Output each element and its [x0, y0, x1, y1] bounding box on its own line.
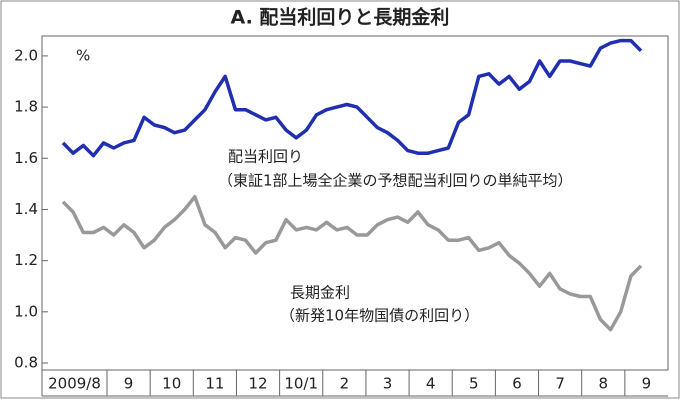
x-tick-label: 9	[124, 375, 134, 393]
series-note: （新発10年物国債の利回り）	[280, 307, 479, 325]
series-line	[61, 194, 643, 332]
y-tick-label: 2.0	[14, 46, 38, 64]
x-tick-label: 9	[642, 375, 652, 393]
x-tick-label: 3	[383, 375, 393, 393]
x-tick-label: 10/1	[284, 375, 318, 393]
x-tick-label: 10	[162, 375, 181, 393]
series-label: 長期金利	[290, 284, 350, 302]
y-tick-label: 1.8	[14, 98, 38, 116]
y-tick-label: 1.0	[14, 302, 38, 320]
series-line	[61, 38, 643, 158]
x-tick-label: 5	[469, 375, 479, 393]
x-tick-label: 2	[340, 375, 350, 393]
y-tick-label: 1.4	[14, 200, 38, 218]
chart-title: A. 配当利回りと長期金利	[231, 6, 450, 29]
series-label: 配当利回り	[228, 148, 303, 166]
x-tick-label: 12	[248, 375, 267, 393]
x-tick-label: 2009/8	[48, 375, 101, 393]
y-tick-label: 1.2	[14, 251, 38, 269]
series-note: （東証1部上場全企業の予想配当利回りの単純平均）	[218, 172, 573, 190]
x-tick-label: 6	[512, 375, 522, 393]
x-tick-label: 8	[598, 375, 608, 393]
y-tick-label: 1.6	[14, 149, 38, 167]
x-tick-label: 7	[555, 375, 565, 393]
x-tick-label: 11	[205, 375, 224, 393]
unit-label: %	[76, 47, 90, 65]
y-tick-label: 0.8	[14, 354, 38, 372]
x-tick-label: 4	[426, 375, 436, 393]
plot-frame	[41, 35, 669, 371]
